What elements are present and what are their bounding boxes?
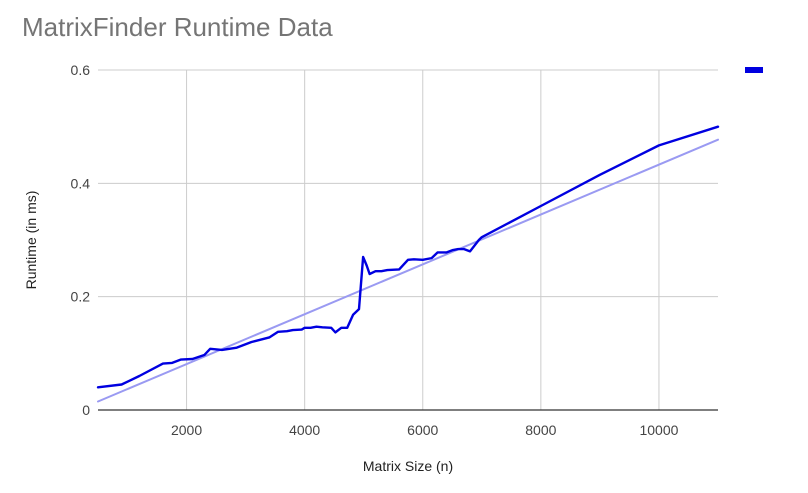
axis-layer: Matrix Size (n) Runtime (in ms) 0 0.2 0.4 0…: [23, 62, 679, 474]
y-tick-label: 0.4: [71, 175, 91, 191]
x-tick-label: 2000: [171, 422, 202, 438]
series-layer: [96, 125, 720, 403]
series-line-runtime: [96, 125, 720, 389]
x-tick-label: 4000: [289, 422, 320, 438]
y-tick-label: 0: [82, 402, 90, 418]
y-axis-title: Runtime (in ms): [23, 191, 39, 290]
x-tick-label: 6000: [407, 422, 438, 438]
x-tick-label: 10000: [639, 422, 678, 438]
x-tick-label: 8000: [525, 422, 556, 438]
legend-layer: [745, 67, 763, 73]
x-axis-title: Matrix Size (n): [363, 458, 453, 474]
series-line-trend: [97, 138, 719, 403]
y-tick-label: 0.6: [71, 62, 91, 78]
legend-swatch: [745, 67, 763, 73]
grid-layer: [98, 69, 718, 411]
y-tick-label: 0.2: [71, 289, 91, 305]
chart-title: MatrixFinder Runtime Data: [22, 12, 333, 42]
